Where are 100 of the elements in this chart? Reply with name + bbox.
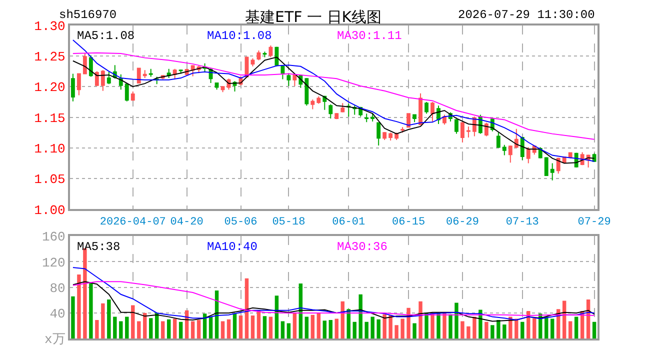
text: MA30:36 <box>337 240 388 254</box>
candlestick <box>334 112 339 120</box>
bar <box>250 316 255 339</box>
bar <box>484 322 488 339</box>
bar <box>89 282 93 339</box>
candlestick <box>88 54 93 78</box>
bar <box>71 296 75 339</box>
y-tick-label: 1.10 <box>34 141 66 156</box>
x-tick-label: 07-13 <box>506 216 539 228</box>
bar <box>226 319 231 339</box>
candlestick <box>382 131 387 140</box>
bar <box>268 316 273 339</box>
bar <box>532 318 536 339</box>
candlestick <box>292 73 297 86</box>
bar <box>220 321 225 339</box>
candlestick <box>142 70 147 79</box>
candlestick <box>82 53 87 74</box>
bar <box>412 323 416 339</box>
y-tick-label: 1.15 <box>34 110 66 126</box>
bar <box>262 316 267 339</box>
candlestick <box>556 157 560 174</box>
bar <box>286 323 291 339</box>
candlestick <box>70 73 75 102</box>
bar <box>310 314 315 339</box>
bar <box>424 312 428 339</box>
y-tick-label: x万 <box>44 332 66 348</box>
bar <box>514 318 518 339</box>
candlestick <box>424 101 428 114</box>
candlestick <box>466 126 470 138</box>
candlestick <box>340 102 345 113</box>
bar <box>160 321 165 339</box>
candlestick <box>166 68 171 79</box>
candlestick <box>484 122 488 137</box>
candlestick <box>526 146 530 164</box>
bar <box>406 308 410 339</box>
candlestick <box>388 132 393 142</box>
candlestick <box>316 96 321 104</box>
line-series <box>72 56 595 164</box>
bar <box>394 325 398 339</box>
candlestick <box>550 162 554 181</box>
bar <box>322 320 326 339</box>
text: MA30:1.11 <box>337 29 402 43</box>
line-series <box>72 52 595 140</box>
candlestick <box>148 68 153 78</box>
bar <box>592 322 596 339</box>
bar <box>280 321 285 339</box>
bar <box>418 301 422 339</box>
bar <box>490 325 494 339</box>
bar <box>113 316 117 339</box>
candlestick <box>514 128 518 148</box>
text: MA10:40 <box>207 240 258 254</box>
bar <box>472 316 476 339</box>
candlestick <box>262 51 267 58</box>
bar <box>520 322 524 339</box>
bar <box>244 278 249 339</box>
bar <box>454 302 458 339</box>
x-tick-label: 04-20 <box>170 216 204 228</box>
candlestick <box>76 73 81 96</box>
line-series <box>72 266 595 321</box>
candlestick <box>502 144 506 156</box>
bar <box>292 312 297 339</box>
y-tick-label: 1.00 <box>34 202 66 218</box>
y-tick-label: 1.25 <box>34 50 66 65</box>
bar <box>143 312 147 339</box>
candlestick <box>322 95 327 110</box>
bar <box>77 274 81 339</box>
y-tick-label: 1.20 <box>34 80 66 96</box>
bar <box>496 320 500 339</box>
candlestick <box>328 104 333 119</box>
candlestick <box>370 112 375 122</box>
x-tick-label: 05-18 <box>272 216 306 228</box>
bar <box>316 312 321 339</box>
bar <box>119 321 123 339</box>
candlestick <box>286 72 291 86</box>
text: MA5:38 <box>77 240 120 254</box>
candlestick <box>442 114 446 126</box>
candlestick <box>412 114 416 123</box>
y-tick-label: 120 <box>42 255 66 270</box>
bar <box>328 320 332 339</box>
bar <box>502 324 506 339</box>
bar <box>172 318 177 339</box>
y-tick-label: 1.05 <box>34 172 66 188</box>
candlestick <box>106 71 111 85</box>
candlestick <box>118 74 123 90</box>
candlestick <box>406 113 410 128</box>
bar <box>388 314 392 339</box>
bar <box>352 322 356 339</box>
candlestick <box>268 45 273 58</box>
candlestick <box>592 152 596 163</box>
y-tick-label: 80 <box>50 280 66 296</box>
bar <box>568 321 572 339</box>
candlestick <box>496 132 500 148</box>
bar <box>400 318 404 339</box>
line-series <box>72 40 595 162</box>
bar <box>137 321 141 339</box>
x-tick-label: 07-29 <box>578 216 611 228</box>
candlestick <box>376 122 381 146</box>
bar <box>334 318 338 339</box>
candlestick <box>280 64 285 80</box>
candlestick <box>400 126 405 134</box>
